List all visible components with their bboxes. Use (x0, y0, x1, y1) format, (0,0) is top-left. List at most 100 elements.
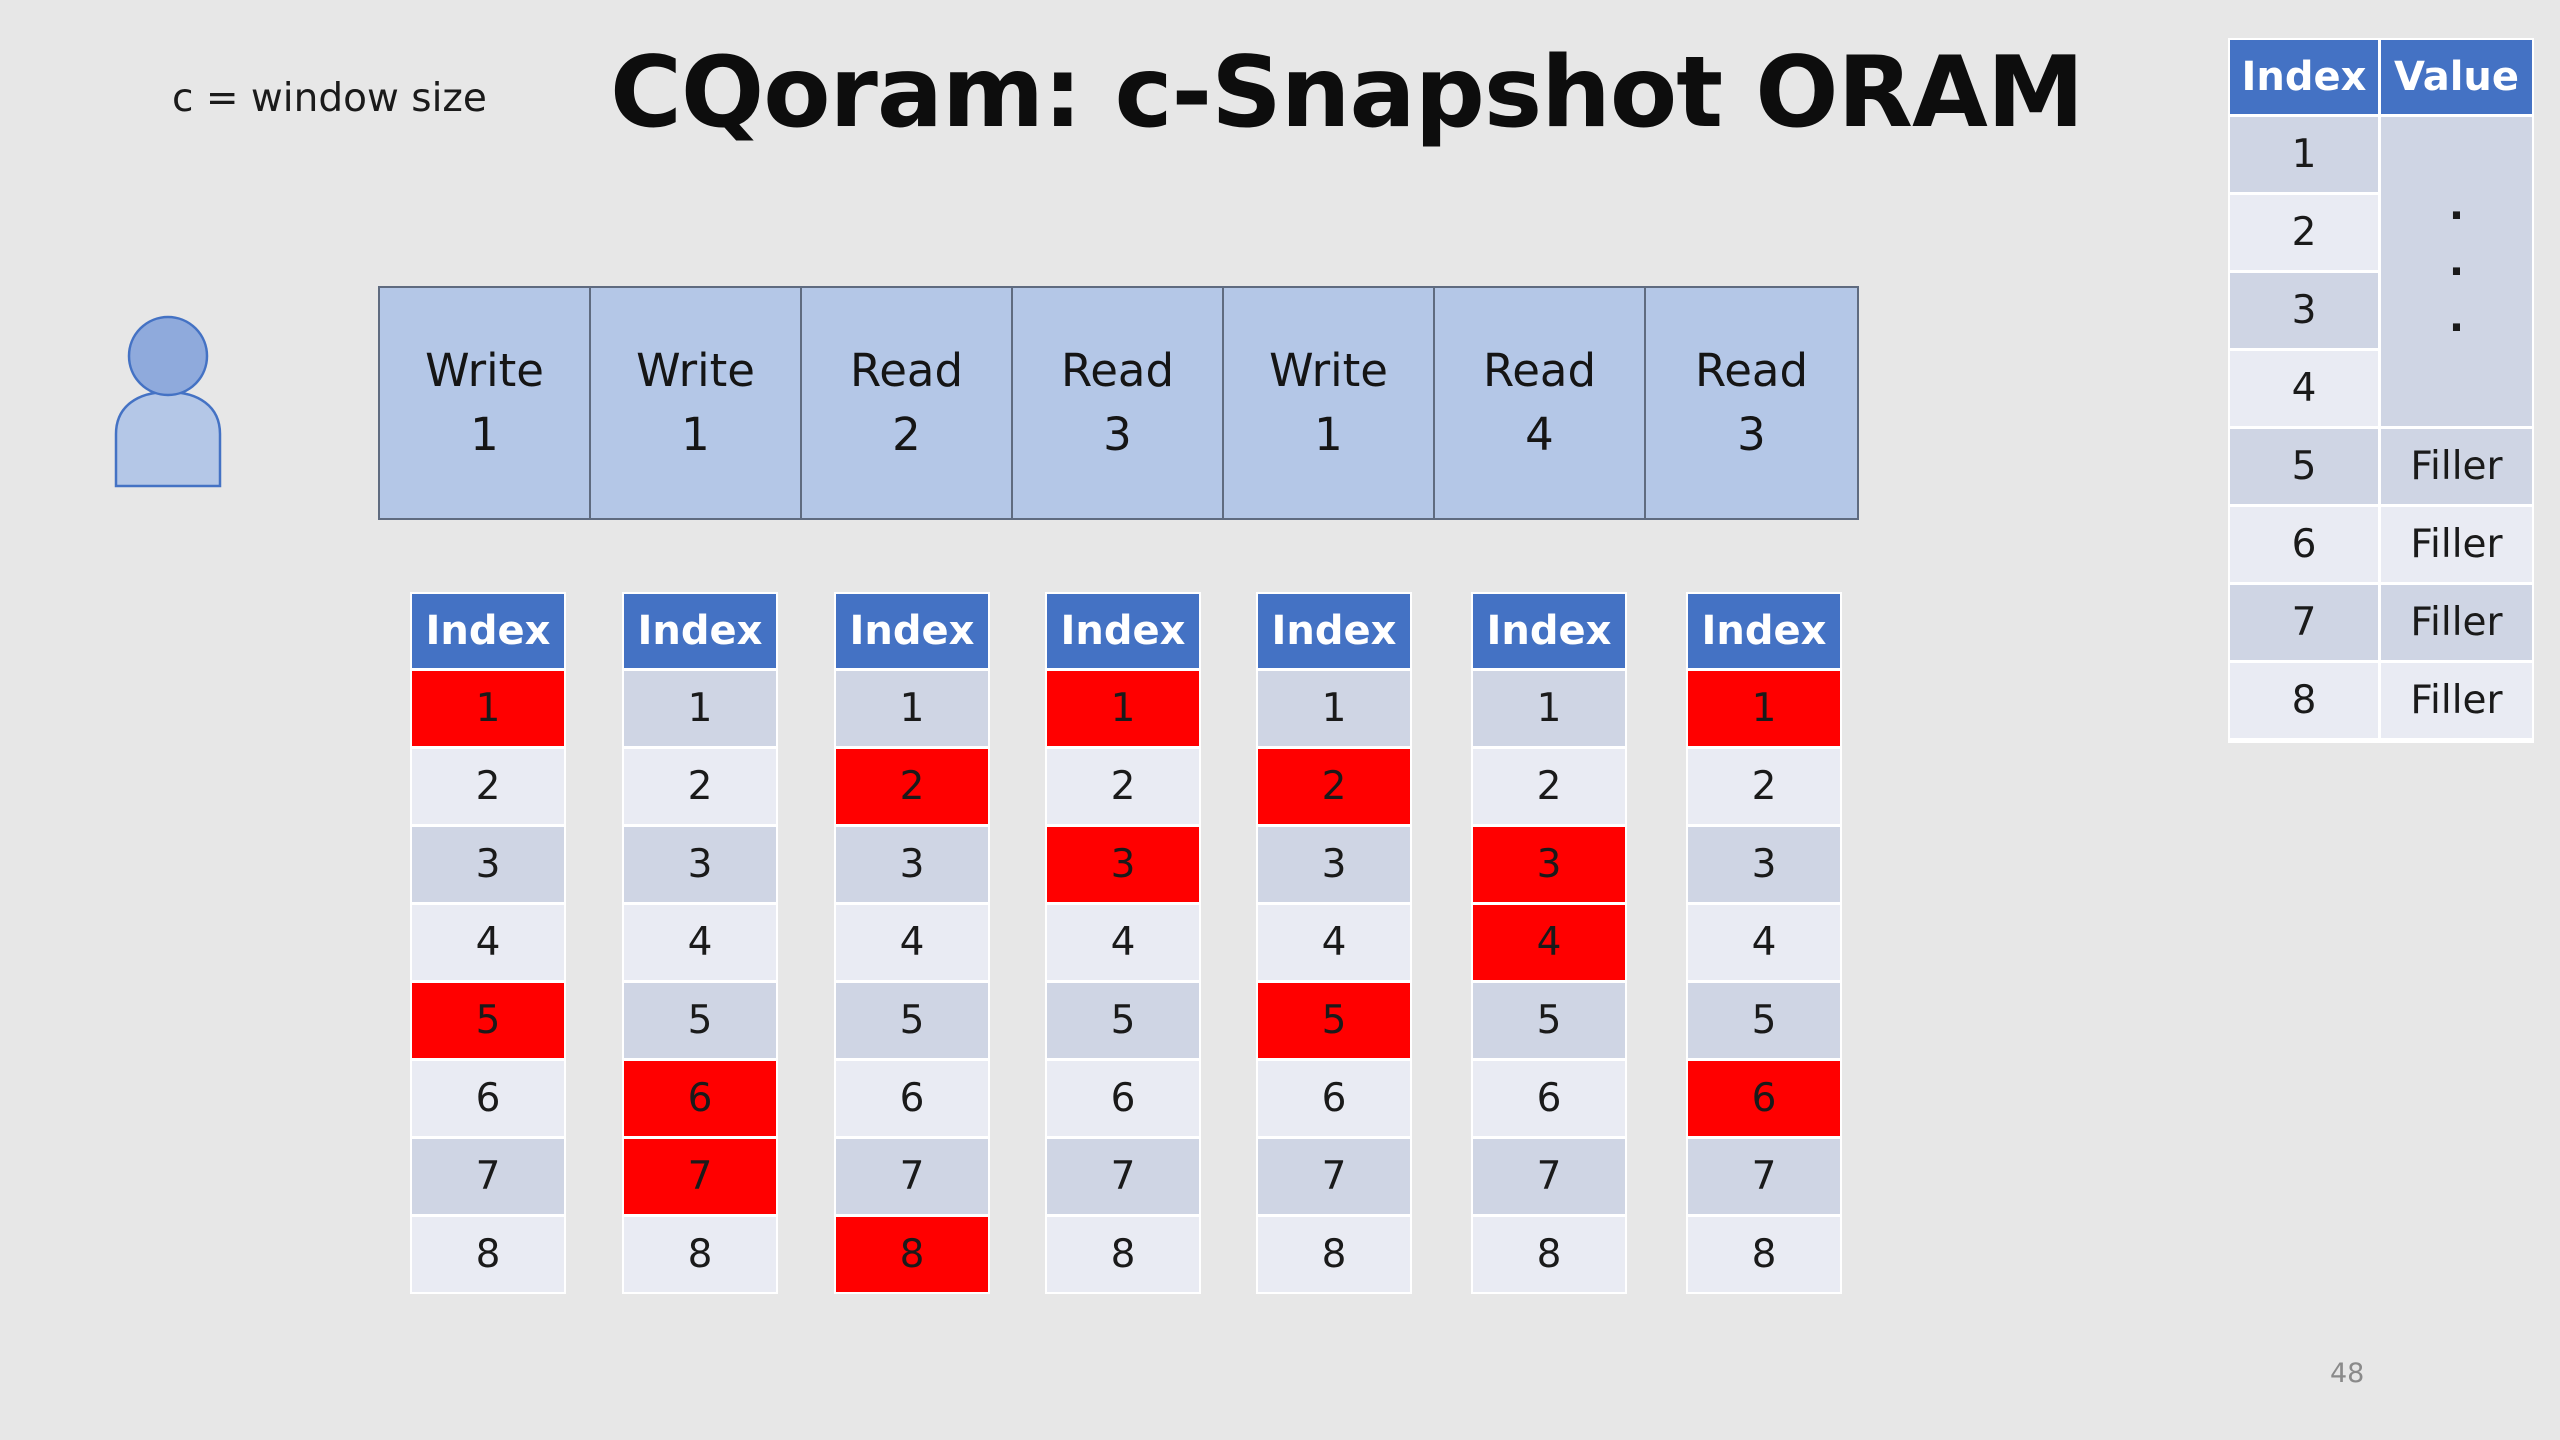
index-cell: 6 (1473, 1061, 1625, 1136)
value-table-index-cell: 1 (2230, 117, 2378, 192)
operation-index: 3 (1737, 408, 1766, 461)
index-cell: 3 (624, 827, 776, 902)
value-table-value-cell: Filler (2381, 663, 2532, 738)
value-table-ellipsis-cell: · · · (2381, 117, 2532, 426)
accessed-index-cell: 5 (412, 983, 564, 1058)
index-table: Index 1 2 3 4 5 6 7 8 (622, 592, 778, 1294)
index-cell: 4 (1688, 905, 1840, 980)
index-cell: 4 (624, 905, 776, 980)
index-cell: 7 (1473, 1139, 1625, 1214)
accessed-index-cell: 6 (1688, 1061, 1840, 1136)
accessed-index-cell: 5 (1258, 983, 1410, 1058)
index-table-header: Index (412, 594, 564, 668)
operation-index: 4 (1525, 408, 1554, 461)
index-cell: 3 (836, 827, 988, 902)
operation-cell: Read 4 (1435, 288, 1646, 518)
index-cell: 7 (412, 1139, 564, 1214)
accessed-index-cell: 6 (624, 1061, 776, 1136)
index-table: Index 1 2 3 4 5 6 7 8 (1256, 592, 1412, 1294)
index-table: Index 1 2 3 4 5 6 7 8 (1686, 592, 1842, 1294)
index-table-header: Index (1688, 594, 1840, 668)
person-icon (114, 315, 222, 488)
index-cell: 8 (1473, 1217, 1625, 1292)
index-cell: 3 (1258, 827, 1410, 902)
index-cell: 5 (624, 983, 776, 1058)
value-table-index-header: Index (2230, 40, 2378, 114)
operation-index: 1 (681, 408, 710, 461)
index-table-header: Index (624, 594, 776, 668)
operation-type: Read (1060, 344, 1175, 397)
operation-type: Write (425, 344, 544, 397)
operation-type: Write (1269, 344, 1388, 397)
value-table-header: Index Value (2230, 40, 2532, 114)
index-table-header: Index (836, 594, 988, 668)
accessed-index-cell: 7 (624, 1139, 776, 1214)
operation-index: 2 (892, 408, 921, 461)
index-cell: 5 (836, 983, 988, 1058)
operation-type: Read (1694, 344, 1809, 397)
index-cell: 3 (1688, 827, 1840, 902)
ellipsis-dot: · (2448, 304, 2465, 351)
operation-index: 1 (1314, 408, 1343, 461)
index-cell: 7 (1047, 1139, 1199, 1214)
ellipsis-dot: · (2448, 248, 2465, 295)
operation-cell: Read 3 (1013, 288, 1224, 518)
index-cell: 2 (1473, 749, 1625, 824)
value-table-index-cell: 7 (2230, 585, 2378, 660)
index-cell: 8 (412, 1217, 564, 1292)
index-cell: 3 (412, 827, 564, 902)
value-table-row: 7 Filler (2230, 585, 2532, 663)
operation-type: Read (849, 344, 964, 397)
index-cell: 2 (1047, 749, 1199, 824)
index-cell: 1 (1258, 671, 1410, 746)
index-cell: 1 (624, 671, 776, 746)
value-table-index-cell: 6 (2230, 507, 2378, 582)
index-table: Index 1 2 3 4 5 6 7 8 (1045, 592, 1201, 1294)
index-cell: 8 (624, 1217, 776, 1292)
value-table-index-cell: 5 (2230, 429, 2378, 504)
value-table-value-header: Value (2381, 40, 2532, 114)
value-table-index-cell: 8 (2230, 663, 2378, 738)
value-table-row: 8 Filler (2230, 663, 2532, 741)
index-table: Index 1 2 3 4 5 6 7 8 (410, 592, 566, 1294)
index-cell: 2 (624, 749, 776, 824)
index-cell: 6 (836, 1061, 988, 1136)
index-cell: 5 (1047, 983, 1199, 1058)
value-table-value-cell: Filler (2381, 507, 2532, 582)
index-table: Index 1 2 3 4 5 6 7 8 (834, 592, 990, 1294)
index-cell: 5 (1688, 983, 1840, 1058)
accessed-index-cell: 1 (1688, 671, 1840, 746)
accessed-index-cell: 8 (836, 1217, 988, 1292)
value-table-index-cell: 4 (2230, 351, 2378, 426)
index-table: Index 1 2 3 4 5 6 7 8 (1471, 592, 1627, 1294)
operation-type: Write (636, 344, 755, 397)
operation-index: 1 (470, 408, 499, 461)
index-cell: 6 (1258, 1061, 1410, 1136)
value-table-value-cell: Filler (2381, 585, 2532, 660)
page-number: 48 (2330, 1358, 2365, 1389)
operation-cell: Read 3 (1646, 288, 1857, 518)
index-cell: 2 (412, 749, 564, 824)
ellipsis-dot: · (2448, 192, 2465, 239)
index-cell: 6 (1047, 1061, 1199, 1136)
operation-cell: Write 1 (1224, 288, 1435, 518)
value-table: Index Value 1 2 3 4 5 Filler 6 Filler 7 Filler 8 Fi… (2228, 38, 2534, 743)
operation-cell: Write 1 (380, 288, 591, 518)
index-cell: 8 (1258, 1217, 1410, 1292)
value-table-row: 5 Filler (2230, 429, 2532, 507)
accessed-index-cell: 3 (1473, 827, 1625, 902)
value-table-body: 1 2 3 4 5 Filler 6 Filler 7 Filler 8 Filler · · · (2230, 117, 2532, 741)
index-table-header: Index (1258, 594, 1410, 668)
index-cell: 7 (1258, 1139, 1410, 1214)
accessed-index-cell: 1 (1047, 671, 1199, 746)
value-table-index-cell: 2 (2230, 195, 2378, 270)
index-cell: 5 (1473, 983, 1625, 1058)
value-table-value-cell: Filler (2381, 429, 2532, 504)
index-table-header: Index (1473, 594, 1625, 668)
accessed-index-cell: 1 (412, 671, 564, 746)
index-cell: 4 (1258, 905, 1410, 980)
accessed-index-cell: 2 (1258, 749, 1410, 824)
index-cell: 1 (1473, 671, 1625, 746)
operation-cell: Write 1 (591, 288, 802, 518)
